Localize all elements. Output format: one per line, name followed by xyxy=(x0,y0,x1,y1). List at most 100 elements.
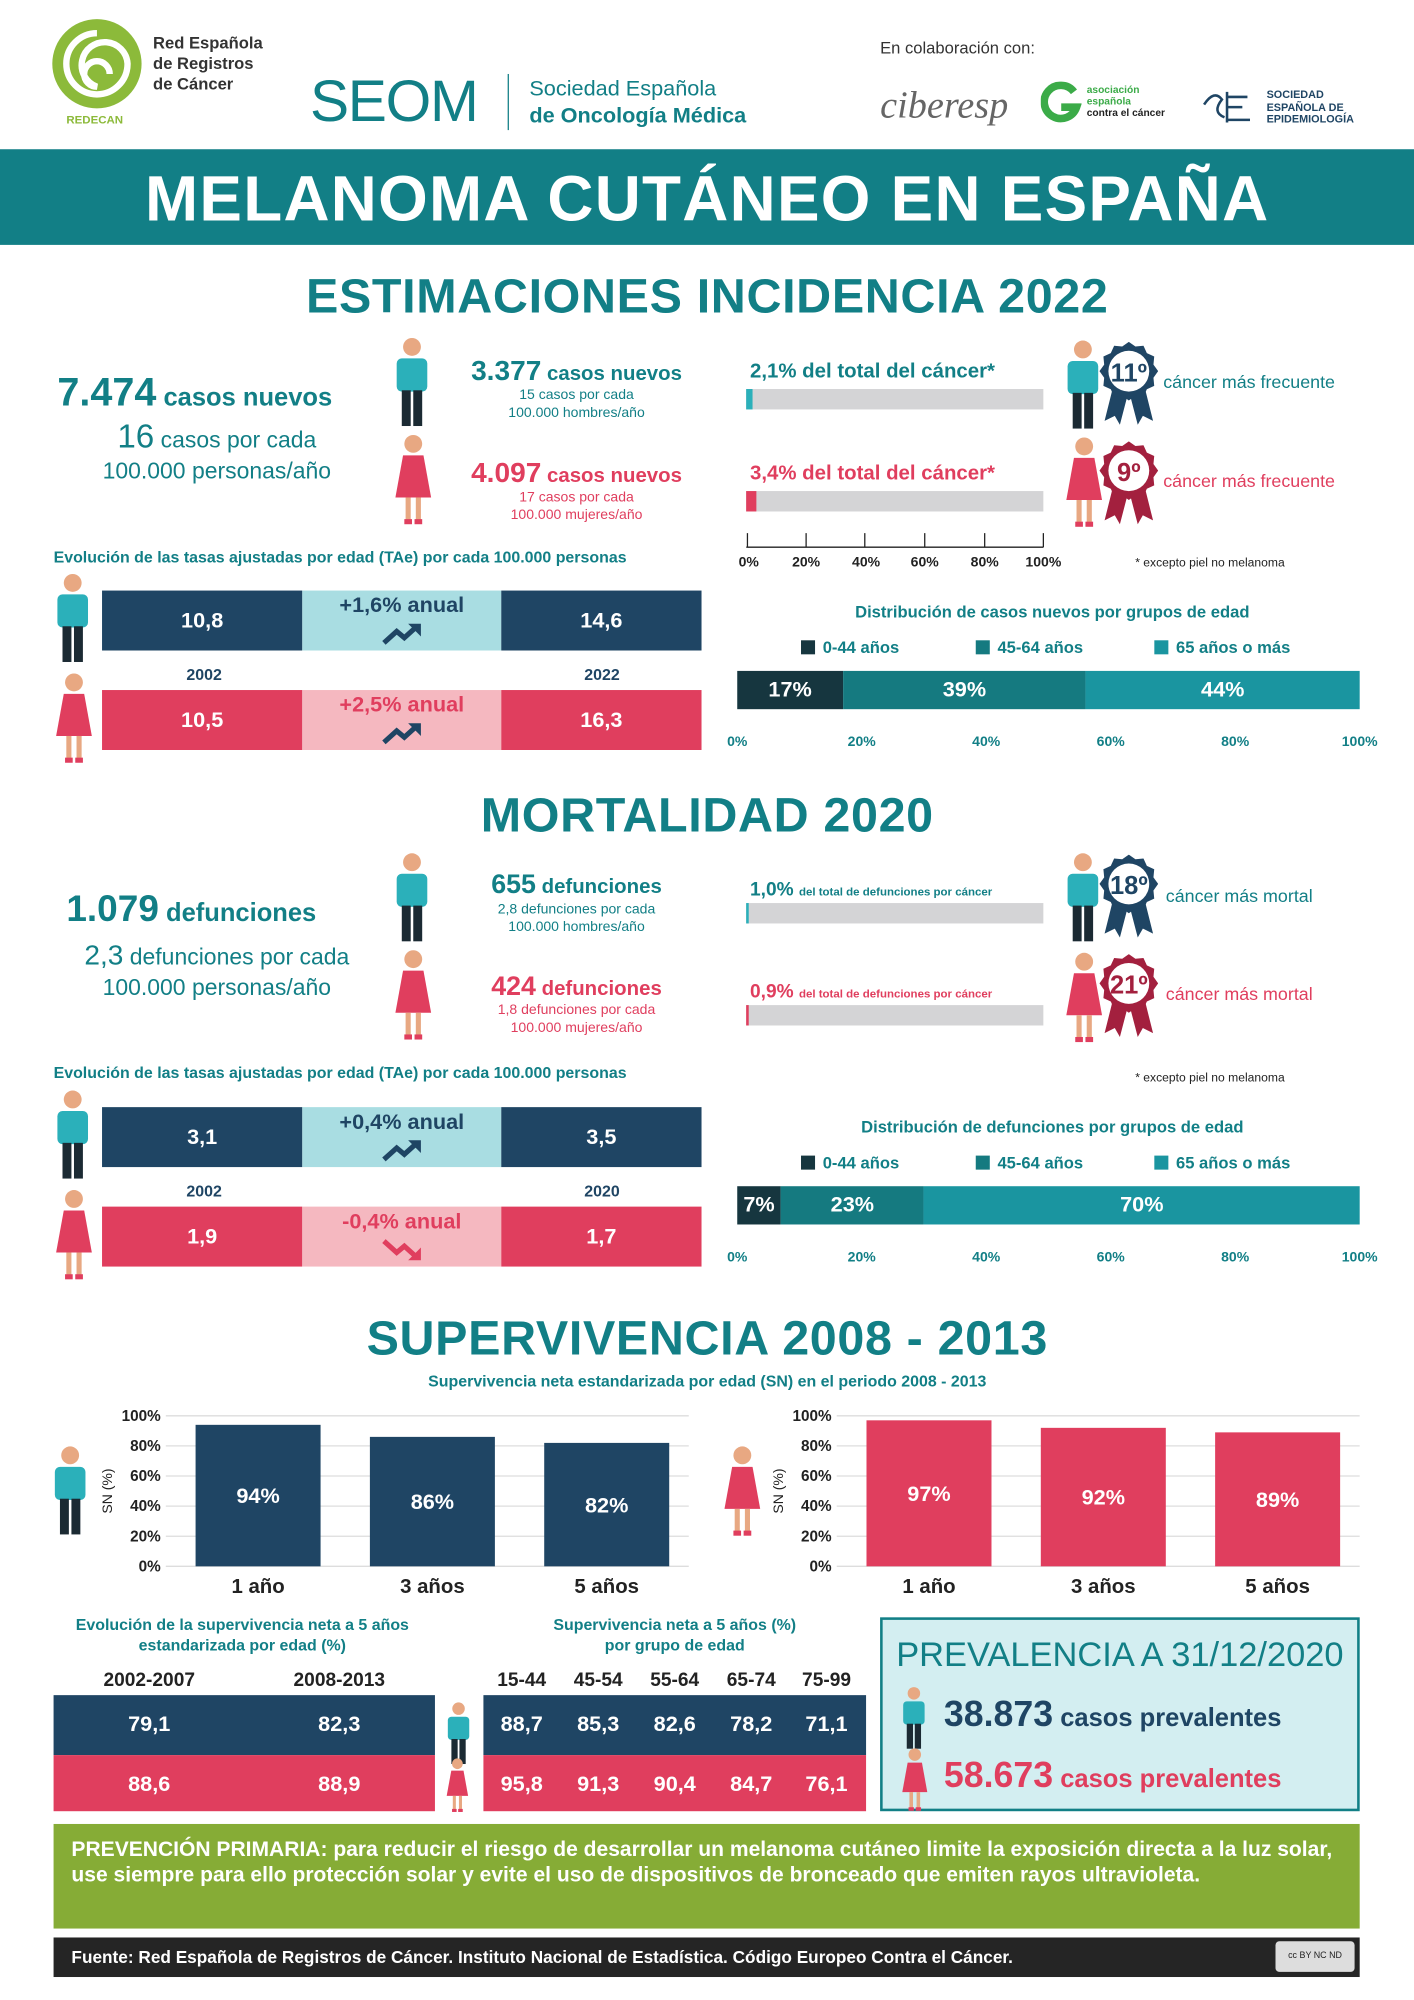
legend-item: 0-44 años xyxy=(801,1153,899,1172)
rank-rosette-icon: 21º xyxy=(1099,954,1159,1045)
trend-up-arrow-icon xyxy=(382,723,421,745)
mortality-men-pct: 1,0% xyxy=(749,878,794,901)
mortality-men-pct-bar xyxy=(746,903,1044,924)
y-tick-label: 100% xyxy=(122,1408,162,1425)
trend-women-end: 1,7 xyxy=(501,1206,702,1267)
y-tick-label: 100% xyxy=(793,1408,833,1425)
trend-women-end: 16,3 xyxy=(501,690,702,750)
age-axis-tick: 40% xyxy=(972,734,1001,750)
mortality-rate-line2: 100.000 personas/año xyxy=(102,974,332,1000)
bar-value-label: 97% xyxy=(907,1481,950,1506)
age-bar-segment: 39% xyxy=(843,670,1086,710)
trend-year-start: 2002 xyxy=(186,1182,222,1201)
age-axis-tick: 40% xyxy=(972,1249,1001,1266)
table-header: 75-99 xyxy=(802,1669,851,1692)
legend-swatch xyxy=(975,640,990,655)
mortality-rate-number: 2,3 xyxy=(84,938,124,971)
pct-axis-tick: 0% xyxy=(738,554,759,571)
mortality-men-line2: 100.000 hombres/año xyxy=(508,919,645,935)
table-cell: 71,1 xyxy=(805,1711,848,1736)
trend-men-change: +0,4% anual xyxy=(302,1107,502,1168)
survival-age-title: por grupo de edad xyxy=(604,1636,745,1655)
cc-license-icon: cc BY NC ND xyxy=(1275,1941,1355,1972)
pct-axis-tick: 100% xyxy=(1025,554,1062,571)
incidence-rate-number: 16 xyxy=(117,417,155,456)
ciberesp-logo: ciberesp xyxy=(880,84,1009,127)
pct-fill xyxy=(746,903,750,924)
incidence-men-pct-bar xyxy=(746,389,1044,410)
age-axis-tick: 60% xyxy=(1096,1249,1125,1266)
table-cell: 90,4 xyxy=(653,1771,696,1796)
incidence-women-pct-bar xyxy=(746,491,1044,512)
incidence-rate-line2: 100.000 personas/año xyxy=(102,457,332,484)
trend-year-end: 2022 xyxy=(584,665,620,684)
survival-bar xyxy=(195,1424,321,1567)
bar-value-label: 86% xyxy=(411,1489,454,1514)
rank-text: 21º xyxy=(1110,972,1148,1000)
trend-women-start: 1,9 xyxy=(102,1206,303,1267)
prevalence-title: PREVALENCIA A 31/12/2020 xyxy=(896,1635,1344,1674)
table-cell: 88,7 xyxy=(500,1711,543,1736)
mortality-women-rank-label: cáncer más mortal xyxy=(1165,983,1313,1004)
man-icon xyxy=(1064,852,1102,950)
trend-men-end: 3,5 xyxy=(501,1107,702,1168)
pct-axis-tick: 40% xyxy=(852,554,881,571)
x-tick-label: 3 años xyxy=(400,1576,465,1598)
incidence-men-label: casos nuevos xyxy=(546,363,682,386)
mortality-women-label: defunciones xyxy=(541,978,662,1000)
woman-icon xyxy=(54,1189,95,1287)
mortality-total-label: defunciones xyxy=(165,899,317,928)
table-cell: 76,1 xyxy=(805,1771,848,1796)
incidence-men-line2: 100.000 hombres/año xyxy=(508,405,645,421)
mortality-men-line1: 2,8 defunciones por cada xyxy=(497,901,656,918)
y-tick-label: 60% xyxy=(801,1468,832,1485)
legend-item: 65 años o más xyxy=(1154,1153,1290,1172)
trend-women-change: +2,5% anual xyxy=(302,690,502,750)
age-axis-tick: 60% xyxy=(1096,734,1125,750)
x-tick-label: 5 años xyxy=(1245,1576,1310,1598)
incidence-women-line2: 100.000 mujeres/año xyxy=(510,507,643,523)
seom-name-line2: de Oncología Médica xyxy=(529,103,747,128)
mortality-men-label: defunciones xyxy=(541,876,662,898)
mortality-women-pct: 0,9% xyxy=(749,980,794,1003)
footnote: * excepto piel no melanoma xyxy=(1135,1071,1285,1086)
aecc-line: asociación xyxy=(1086,84,1140,96)
table-cell: 79,1 xyxy=(128,1711,171,1736)
table-cell: 88,6 xyxy=(128,1771,171,1796)
y-tick-label: 40% xyxy=(130,1498,161,1515)
mortality-women-line2: 100.000 mujeres/año xyxy=(510,1020,643,1036)
table-header: 15-44 xyxy=(497,1669,547,1692)
x-tick-label: 5 años xyxy=(574,1576,639,1598)
trend-year-start: 2002 xyxy=(186,665,222,684)
age-bar-segment: 23% xyxy=(780,1186,924,1225)
redecan-spiral-icon xyxy=(52,19,142,109)
legend-swatch xyxy=(801,1155,816,1170)
age-axis-tick: 20% xyxy=(847,734,876,750)
prevalence-men-number: 38.873 xyxy=(943,1693,1054,1734)
woman-icon xyxy=(54,672,95,770)
seom-acronym: SEOM xyxy=(309,67,479,134)
table-cell: 78,2 xyxy=(730,1711,773,1736)
trend-men-start: 3,1 xyxy=(102,1107,303,1168)
table-cell: 95,8 xyxy=(500,1771,543,1796)
man-icon xyxy=(51,1445,89,1543)
y-tick-label: 80% xyxy=(130,1438,161,1455)
age-axis-tick: 80% xyxy=(1221,1249,1250,1266)
mortality-men-pct-label: del total de defunciones por cáncer xyxy=(798,885,993,898)
rank-text: 11º xyxy=(1111,359,1147,387)
incidence-men-line1: 15 casos por cada xyxy=(519,387,634,404)
trend-men-change: +1,6% anual xyxy=(302,590,502,651)
see-logo-icon xyxy=(1203,91,1250,123)
table-cell: 88,9 xyxy=(318,1771,361,1796)
age-bar-segment: 7% xyxy=(737,1186,781,1225)
man-icon xyxy=(393,337,431,435)
man-icon xyxy=(1064,339,1102,437)
trend-up-arrow-icon xyxy=(382,623,421,645)
woman-icon xyxy=(722,1445,763,1543)
mortality-women-number: 424 xyxy=(491,971,536,1002)
prevention-text: para reducir el riesgo de desarrollar un… xyxy=(71,1837,1333,1887)
pct-axis-tick: 20% xyxy=(792,554,821,571)
seom-divider xyxy=(507,73,509,131)
survival-title: SUPERVIVENCIA 2008 - 2013 xyxy=(366,1312,1048,1367)
